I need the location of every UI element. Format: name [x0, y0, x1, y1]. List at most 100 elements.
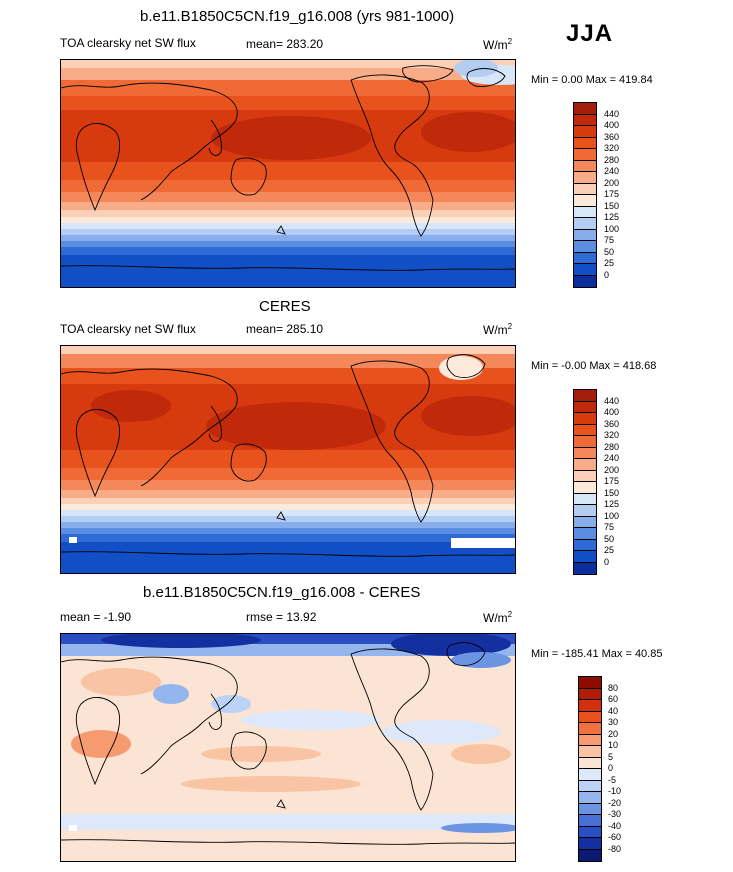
- colorbar-swatch: [574, 252, 596, 264]
- colorbar-tick-label: 50: [604, 533, 615, 544]
- colorbar-tick-label: 320: [604, 143, 620, 153]
- colorbar-swatch: [579, 757, 601, 769]
- colorbar-tick-label: -60: [608, 832, 622, 842]
- colorbar-tick-label: 0: [604, 269, 610, 280]
- colorbar-swatch: [574, 264, 596, 276]
- colorbar-tick-label: 320: [604, 430, 620, 440]
- colorbar-swatch: [579, 677, 601, 689]
- colorbar-tick-label: 80: [608, 682, 619, 693]
- colorbar-swatch: [574, 137, 596, 149]
- colorbar-swatch: [574, 195, 596, 207]
- colorbar-swatch: [574, 470, 596, 482]
- colorbar-swatch: [574, 149, 596, 161]
- colorbar-tick-label: 200: [604, 464, 620, 475]
- colorbar-tick-label: -80: [608, 843, 622, 854]
- panel-3-rmse: rmse = 13.92: [246, 610, 317, 624]
- colorbar-swatch: [579, 688, 601, 700]
- colorbar-swatch: [574, 413, 596, 425]
- colorbar-swatch: [574, 562, 596, 574]
- panel-2-units: W/m2: [483, 322, 513, 337]
- colorbar-tick-label: 60: [608, 694, 619, 704]
- colorbar-swatch: [574, 275, 596, 287]
- colorbar-swatch: [579, 826, 601, 838]
- colorbar-tick-label: 50: [604, 246, 615, 257]
- panel-1-mean: mean= 283.20: [246, 37, 324, 51]
- colorbar-tick-label: 30: [608, 717, 619, 727]
- panel-2-map-graphic: [61, 346, 515, 573]
- colorbar-swatch: [579, 723, 601, 735]
- colorbar-tick-label: 400: [604, 407, 620, 417]
- panel-1-map: [60, 59, 516, 288]
- colorbar-swatch: [574, 493, 596, 505]
- panel-3-title: b.e11.B1850C5CN.f19_g16.008 - CERES: [143, 584, 421, 601]
- colorbar-swatch: [579, 803, 601, 815]
- colorbar-swatch: [574, 183, 596, 195]
- colorbar-swatch: [579, 780, 601, 792]
- colorbar-swatch: [574, 401, 596, 413]
- colorbar-tick-label: 400: [604, 120, 620, 130]
- colorbar-tick-label: 40: [608, 705, 619, 716]
- colorbar-tick-label: 0: [608, 763, 614, 773]
- colorbar-tick-label: -5: [608, 774, 617, 785]
- colorbar-tick-label: 75: [604, 235, 615, 245]
- colorbar-tick-label: 150: [604, 200, 620, 211]
- colorbar-swatch: [574, 241, 596, 253]
- panel-2-mean: mean= 285.10: [246, 322, 324, 336]
- colorbar-tick-label: 240: [604, 166, 620, 176]
- colorbar-tick-label: 175: [604, 189, 620, 199]
- colorbar-tick-label: -20: [608, 797, 622, 808]
- colorbar-swatch: [574, 390, 596, 402]
- colorbar-swatch: [574, 218, 596, 230]
- colorbar-swatch: [574, 459, 596, 471]
- colorbar-tick-label: 10: [608, 740, 619, 750]
- colorbar-tick-label: 125: [604, 212, 620, 222]
- colorbar-tick-label: 0: [604, 556, 610, 567]
- panel-3-mean: mean = -1.90: [60, 610, 132, 624]
- panel-2-variable: TOA clearsky net SW flux: [60, 322, 196, 336]
- colorbar-tick-label: 200: [604, 177, 620, 188]
- colorbar-swatch: [574, 447, 596, 459]
- colorbar-swatch: [579, 746, 601, 758]
- colorbar-tick-label: 75: [604, 522, 615, 532]
- colorbar-tick-label: 5: [608, 751, 614, 762]
- panel-3-units: W/m2: [483, 610, 513, 625]
- colorbar-tick-label: 150: [604, 487, 620, 498]
- colorbar-tick-label: 360: [604, 418, 620, 429]
- colorbar-tick-label: 25: [604, 545, 615, 555]
- colorbar-swatch: [579, 769, 601, 781]
- colorbar-swatch: [574, 103, 596, 115]
- colorbar-tick-label: 280: [604, 441, 620, 452]
- colorbar-swatch: [574, 126, 596, 138]
- colorbar-tick-label: -30: [608, 809, 622, 819]
- colorbar-tick-label: 360: [604, 131, 620, 142]
- colorbar-tick-label: 100: [604, 223, 620, 234]
- panel-2-colorbar: [573, 389, 597, 575]
- panel-3-minmax: Min = -185.41 Max = 40.85: [531, 648, 663, 660]
- colorbar-tick-label: 280: [604, 154, 620, 165]
- colorbar-tick-label: 240: [604, 453, 620, 463]
- colorbar-swatch: [574, 160, 596, 172]
- panel-1-map-graphic: [61, 60, 515, 287]
- colorbar-swatch: [579, 792, 601, 804]
- colorbar-swatch: [574, 551, 596, 563]
- colorbar-swatch: [579, 815, 601, 827]
- colorbar-swatch: [574, 436, 596, 448]
- panel-3-map-graphic: [61, 634, 515, 861]
- panel-1-colorbar: [573, 102, 597, 288]
- colorbar-tick-label: 20: [608, 728, 619, 739]
- season-label: JJA: [566, 20, 614, 47]
- panel-2-minmax: Min = -0.00 Max = 418.68: [531, 360, 657, 372]
- colorbar-swatch: [579, 838, 601, 850]
- panel-1-units: W/m2: [483, 37, 513, 52]
- colorbar-swatch: [574, 516, 596, 528]
- colorbar-swatch: [574, 528, 596, 540]
- colorbar-tick-label: 100: [604, 510, 620, 521]
- panel-3-colorbar: [578, 676, 602, 862]
- colorbar-swatch: [579, 849, 601, 861]
- panel-1-minmax: Min = 0.00 Max = 419.84: [531, 74, 653, 86]
- colorbar-swatch: [579, 711, 601, 723]
- colorbar-tick-label: -10: [608, 786, 622, 796]
- panel-1-variable: TOA clearsky net SW flux: [60, 36, 196, 50]
- colorbar-swatch: [579, 700, 601, 712]
- colorbar-tick-label: 25: [604, 258, 615, 268]
